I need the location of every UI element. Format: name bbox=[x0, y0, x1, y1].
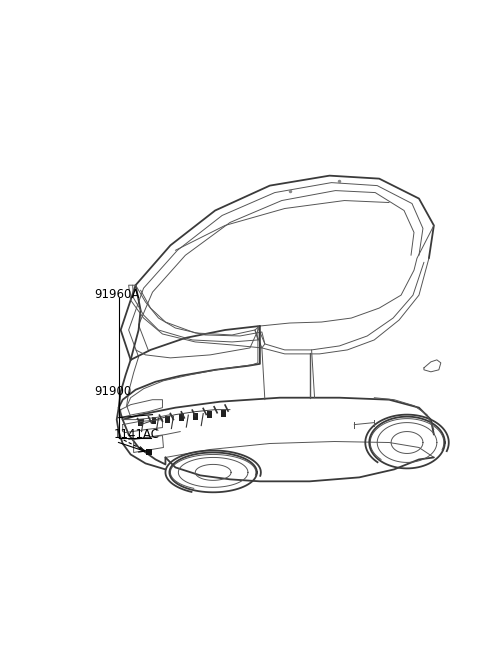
Bar bbox=[221, 409, 226, 417]
Bar bbox=[207, 411, 212, 418]
Bar bbox=[152, 417, 156, 424]
Bar bbox=[180, 414, 184, 421]
Bar bbox=[138, 419, 143, 426]
Text: 91960A: 91960A bbox=[94, 288, 139, 301]
Text: 1141AC: 1141AC bbox=[114, 428, 160, 441]
Bar bbox=[193, 413, 198, 420]
Bar bbox=[166, 416, 170, 422]
Text: 91900: 91900 bbox=[94, 384, 131, 398]
